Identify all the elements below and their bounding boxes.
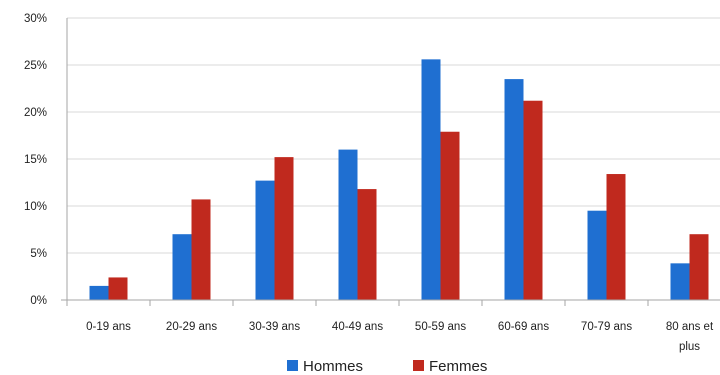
- x-category-label: 60-69 ans: [498, 321, 549, 333]
- x-category-label: 70-79 ans: [581, 321, 632, 333]
- bar-femmes-4: [357, 189, 377, 300]
- legend: Hommes Femmes: [287, 358, 487, 375]
- bar-hommes-3: [255, 180, 275, 300]
- y-tick-label: 5%: [30, 248, 47, 260]
- bar-hommes-7: [587, 210, 607, 300]
- legend-swatch-hommes: [287, 360, 298, 371]
- bar-femmes-2: [191, 199, 211, 300]
- y-tick-label: 10%: [24, 201, 47, 213]
- y-tick-label: 25%: [24, 60, 47, 72]
- bars: [89, 59, 709, 300]
- x-axis: [61, 18, 720, 306]
- y-axis-tick-labels: 0% 5% 10% 15% 20% 25% 30%: [24, 13, 47, 307]
- x-category-label: 0-19 ans: [86, 321, 131, 333]
- bar-hommes-8: [670, 263, 690, 300]
- x-category-label: 80 ans et plus: [666, 321, 714, 353]
- legend-swatch-femmes: [413, 360, 424, 371]
- bar-femmes-8: [689, 234, 709, 300]
- bar-hommes-6: [504, 79, 524, 300]
- x-category-label: 50-59 ans: [415, 321, 466, 333]
- legend-label-femmes: Femmes: [429, 358, 487, 375]
- x-category-label: 40-49 ans: [332, 321, 383, 333]
- y-tick-label: 30%: [24, 13, 47, 25]
- bar-hommes-4: [338, 149, 358, 300]
- y-tick-label: 0%: [30, 295, 47, 307]
- bar-hommes-2: [172, 234, 192, 300]
- x-axis-category-labels: 0-19 ans 20-29 ans 30-39 ans 40-49 ans 50-59…: [86, 321, 714, 353]
- legend-label-hommes: Hommes: [303, 358, 363, 375]
- y-tick-label: 20%: [24, 107, 47, 119]
- bar-femmes-3: [274, 157, 294, 300]
- bar-femmes-6: [523, 100, 543, 300]
- bar-hommes-5: [421, 59, 441, 300]
- bar-femmes-7: [606, 174, 626, 300]
- bar-femmes-1: [108, 277, 128, 300]
- x-category-label: 20-29 ans: [166, 321, 217, 333]
- y-tick-label: 15%: [24, 154, 47, 166]
- x-category-label: 30-39 ans: [249, 321, 300, 333]
- bar-hommes-1: [89, 285, 109, 300]
- bar-femmes-5: [440, 131, 460, 300]
